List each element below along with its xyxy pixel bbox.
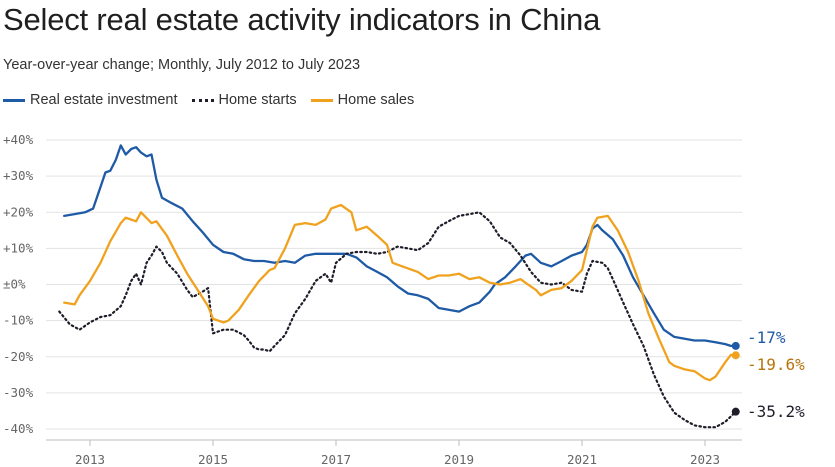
legend-label: Home sales	[337, 92, 415, 108]
legend-item-investment: Real estate investment	[3, 92, 178, 108]
series-line-home-sales	[63, 203, 737, 382]
legend-swatch-solid-line	[310, 98, 333, 102]
y-tick-label: -10%	[3, 313, 34, 328]
end-markers: -17% -35.2% -19.6%	[731, 328, 805, 421]
chart-subtitle: Year-over-year change; Monthly, July 201…	[3, 57, 361, 73]
y-axis: +40% +30% +20% +10% ±0% -10% -20% -30% -40%	[3, 132, 34, 436]
x-tick-label: 2017	[321, 452, 351, 467]
y-tick-label: -30%	[3, 385, 34, 400]
legend-item-home-sales: Home sales	[310, 92, 415, 108]
series-line-home-starts	[58, 211, 737, 429]
legend-swatch-solid-line	[3, 98, 25, 102]
x-tick-label: 2013	[75, 452, 105, 467]
series-line-real-estate-investment	[63, 144, 737, 348]
x-tick-label: 2019	[444, 452, 474, 467]
x-tick-label: 2021	[567, 452, 597, 467]
gridlines	[46, 139, 742, 441]
end-value-label: -17%	[747, 328, 786, 347]
legend: Real estate investment Home starts Home …	[3, 92, 428, 108]
legend-item-home-starts: Home starts	[191, 92, 297, 108]
y-tick-label: +10%	[3, 240, 34, 255]
y-tick-label: -20%	[3, 349, 34, 364]
y-tick-label: -40%	[3, 421, 34, 436]
end-point-marker	[731, 407, 740, 416]
x-tick-label: 2015	[198, 452, 228, 467]
end-value-label: -35.2%	[747, 402, 805, 421]
chart-title: Select real estate activity indicators i…	[3, 2, 601, 37]
x-tick-label: 2023	[690, 452, 720, 467]
legend-label: Home starts	[218, 92, 297, 108]
x-axis: 2013 2015 2017 2019 2021 2023	[75, 440, 720, 467]
end-value-label: -19.6%	[747, 355, 805, 374]
y-tick-label: +40%	[3, 132, 34, 147]
y-tick-label: +30%	[3, 168, 34, 183]
end-point-marker	[731, 341, 740, 350]
legend-swatch-dotted-line	[191, 98, 214, 102]
end-point-marker	[731, 351, 740, 360]
y-tick-label: +20%	[3, 204, 34, 219]
y-tick-label: ±0%	[3, 277, 26, 292]
series-lines	[58, 144, 737, 429]
legend-label: Real estate investment	[30, 92, 178, 108]
